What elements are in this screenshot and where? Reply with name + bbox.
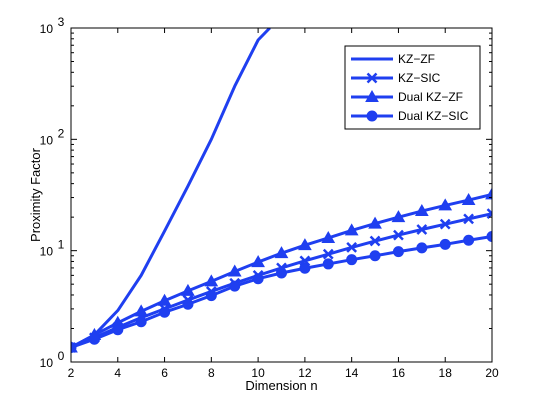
data-point-2-17 [439, 218, 451, 230]
data-point-3-15 [391, 210, 406, 223]
data-point-3-19 [485, 187, 492, 200]
data-point-4-17 [439, 238, 451, 250]
data-point-4-5 [159, 306, 171, 318]
y-tick-exponent-100: 2 [58, 126, 65, 140]
data-point-4-12 [322, 258, 334, 270]
legend-label-3: Dual KZ−ZF [398, 90, 463, 104]
series-line-1 [71, 28, 271, 349]
y-tick-exponent-1: 0 [58, 349, 65, 363]
data-point-4-3 [112, 324, 124, 336]
data-point-3-11 [298, 238, 312, 251]
x-tick-label-4: 4 [114, 366, 121, 380]
data-point-3-10 [274, 246, 289, 259]
series-group [71, 28, 492, 353]
legend-marker-4 [366, 110, 378, 122]
legend-entry-3: Dual KZ−ZF [351, 89, 463, 104]
data-point-2-12 [322, 248, 334, 260]
data-point-4-6 [182, 298, 194, 310]
data-point-4-10 [276, 267, 287, 279]
data-point-4-1 [71, 341, 77, 353]
data-point-4-8 [229, 280, 241, 292]
legend-entry-1: KZ−ZF [351, 52, 435, 66]
y-axis-label: Proximity Factor [28, 147, 43, 242]
data-point-3-14 [368, 216, 382, 229]
data-point-4-11 [299, 262, 311, 274]
axes: 2 4 6 8 10 12 14 16 18 20 10 0 10 1 10 2 10 3 [40, 15, 499, 380]
legend-label-2: KZ−SIC [398, 71, 441, 85]
plot-frame [70, 27, 493, 363]
x-tick-label-6: 6 [161, 366, 168, 380]
legend-entry-4: Dual KZ−SIC [351, 109, 469, 123]
legend-marker-3 [365, 89, 379, 102]
x-tick-label-2: 2 [68, 366, 75, 380]
data-point-3-17 [438, 198, 453, 211]
legend-entry-2: KZ−SIC [351, 71, 441, 85]
data-point-3-5 [157, 293, 172, 306]
y-tick-label-1000: 10 [40, 22, 54, 36]
x-tick-label-8: 8 [208, 366, 215, 380]
data-point-3-6 [181, 283, 195, 296]
data-point-3-16 [414, 204, 429, 217]
x-tick-label-16: 16 [392, 366, 406, 380]
data-point-4-9 [252, 273, 264, 285]
data-point-4-15 [392, 246, 404, 258]
data-point-4-14 [369, 250, 381, 262]
x-tick-label-12: 12 [298, 366, 312, 380]
y-tick-label-10: 10 [40, 245, 54, 259]
y-tick-label-100: 10 [40, 133, 54, 147]
x-axis-label: Dimension n [245, 378, 317, 393]
data-point-3-7 [204, 274, 219, 287]
legend-label-4: Dual KZ−SIC [398, 109, 469, 123]
data-point-4-2 [88, 333, 100, 345]
data-point-2-13 [346, 242, 358, 253]
y-tick-exponent-10: 1 [58, 238, 65, 252]
data-point-3-9 [251, 255, 265, 268]
data-point-4-7 [205, 290, 217, 302]
legend-marker-2 [366, 72, 378, 84]
data-point-2-18 [463, 213, 474, 225]
data-point-4-18 [463, 234, 475, 246]
data-point-2-15 [393, 229, 404, 241]
x-tick-label-14: 14 [345, 366, 359, 380]
data-point-3-8 [227, 264, 242, 277]
data-point-4-16 [416, 242, 428, 254]
y-tick-label-1: 10 [40, 356, 54, 370]
x-tick-label-10: 10 [251, 366, 265, 380]
data-point-4-4 [135, 316, 147, 328]
y-tick-exponent-1000: 3 [58, 15, 65, 29]
data-point-3-4 [134, 304, 149, 317]
legend: KZ−ZF KZ−SIC Dual KZ−ZF Dual KZ−SIC [344, 45, 481, 130]
data-point-4-13 [346, 254, 358, 266]
x-tick-label-18: 18 [439, 366, 453, 380]
data-point-3-13 [344, 223, 359, 236]
x-tick-label-20: 20 [485, 366, 499, 380]
data-point-2-14 [369, 235, 381, 247]
data-point-4-19 [486, 231, 492, 243]
data-point-3-18 [461, 193, 476, 206]
legend-label-1: KZ−ZF [398, 52, 435, 66]
data-point-2-16 [416, 224, 428, 235]
data-point-3-12 [321, 230, 336, 243]
